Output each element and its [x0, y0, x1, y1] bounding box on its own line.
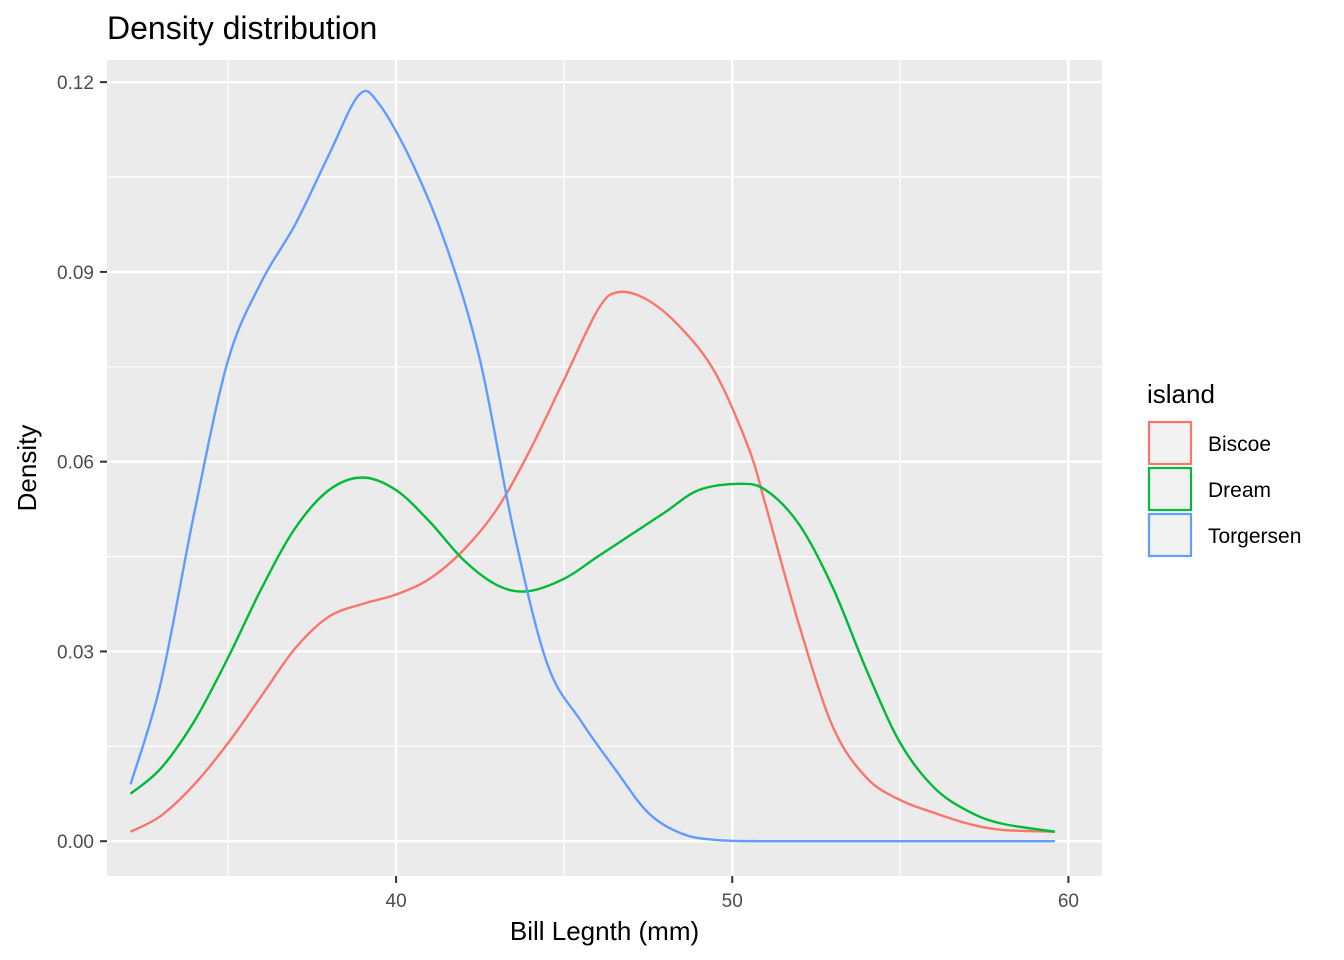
y-tick-label: 0.12 [57, 73, 94, 94]
legend-items: Biscoe Dream Torgersen [1147, 420, 1301, 558]
x-axis: 40 50 60 [386, 876, 1079, 912]
series-line-torgersen [129, 89, 1055, 843]
legend: island Biscoe Dream Torgersen [1147, 379, 1301, 558]
y-axis-title: Density [12, 425, 42, 512]
y-tick-label: 0.09 [57, 263, 94, 284]
legend-key-torgersen [1147, 512, 1193, 558]
legend-title: island [1147, 379, 1215, 409]
minor-gridlines [107, 60, 1102, 876]
series-line-dream [129, 476, 1056, 833]
y-tick-label: 0.03 [57, 642, 94, 663]
chart-title: Density distribution [107, 10, 377, 46]
legend-label-biscoe: Biscoe [1208, 433, 1271, 456]
legend-label-dream: Dream [1208, 479, 1271, 502]
y-tick-label: 0.06 [57, 453, 94, 474]
legend-label-torgersen: Torgersen [1208, 525, 1301, 548]
plot-panel [107, 60, 1102, 876]
x-axis-title: Bill Legnth (mm) [510, 916, 699, 946]
y-axis: 0.00 0.03 0.06 0.09 0.12 [57, 73, 107, 853]
series-line-biscoe [129, 290, 1055, 833]
x-tick-label: 60 [1058, 891, 1079, 912]
x-tick-label: 40 [386, 891, 407, 912]
density-series [129, 89, 1056, 843]
legend-key-dream [1147, 466, 1193, 512]
x-tick-label: 50 [722, 891, 743, 912]
y-tick-label: 0.00 [57, 832, 94, 853]
legend-key-biscoe [1147, 420, 1193, 466]
